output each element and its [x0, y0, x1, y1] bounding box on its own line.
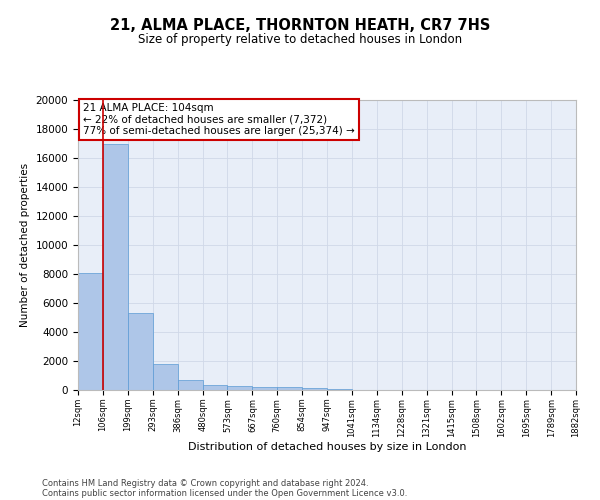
Text: 21 ALMA PLACE: 104sqm
← 22% of detached houses are smaller (7,372)
77% of semi-d: 21 ALMA PLACE: 104sqm ← 22% of detached …: [83, 103, 355, 136]
Bar: [78, 272, 103, 390]
Bar: [128, 313, 153, 390]
Text: Contains HM Land Registry data © Crown copyright and database right 2024.: Contains HM Land Registry data © Crown c…: [42, 478, 368, 488]
Bar: [302, 388, 327, 390]
Text: 21, ALMA PLACE, THORNTON HEATH, CR7 7HS: 21, ALMA PLACE, THORNTON HEATH, CR7 7HS: [110, 18, 490, 32]
Bar: [253, 387, 277, 390]
Bar: [277, 388, 302, 390]
Bar: [203, 385, 227, 390]
Bar: [178, 380, 203, 390]
Text: Size of property relative to detached houses in London: Size of property relative to detached ho…: [138, 32, 462, 46]
Bar: [327, 389, 352, 390]
Bar: [103, 144, 128, 390]
Bar: [227, 386, 253, 390]
X-axis label: Distribution of detached houses by size in London: Distribution of detached houses by size …: [188, 442, 466, 452]
Y-axis label: Number of detached properties: Number of detached properties: [20, 163, 30, 327]
Text: Contains public sector information licensed under the Open Government Licence v3: Contains public sector information licen…: [42, 488, 407, 498]
Bar: [153, 364, 178, 390]
